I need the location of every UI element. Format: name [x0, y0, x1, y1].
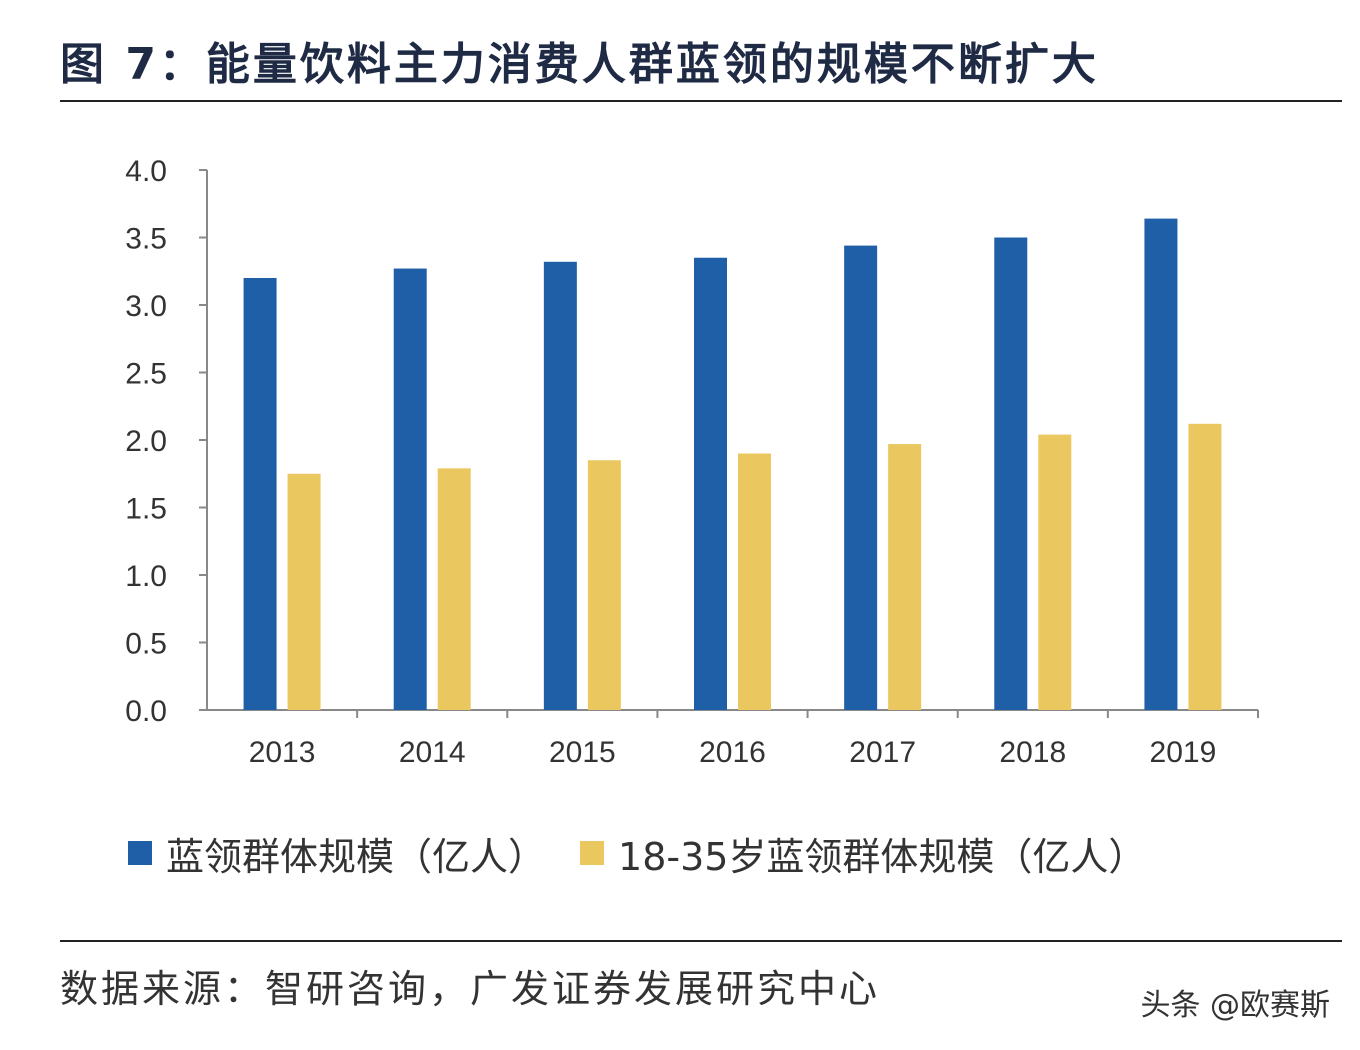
x-tick-label: 2015: [549, 736, 616, 769]
y-tick-label: 2.0: [125, 425, 167, 458]
bar-young-blue-collar-2014: [437, 468, 471, 710]
bar-chart: 0.0 0.5 1.0 1.5 2.0 2.5 3.0 3.5 4.0 2013 2014 2015 2…: [125, 155, 1259, 769]
source-divider: [60, 940, 1342, 942]
x-tick-label: 2019: [1150, 736, 1217, 769]
bar-young-blue-collar-2016: [738, 453, 771, 710]
y-tick-label: 3.0: [125, 290, 167, 323]
legend-item-blue-collar: 蓝领群体规模（亿人）: [128, 826, 546, 881]
bar-blue-collar-2018: [994, 237, 1028, 710]
bar-young-blue-collar-2017: [888, 444, 922, 710]
bar-young-blue-collar-2018: [1038, 434, 1072, 710]
x-tick-label: 2014: [399, 736, 466, 769]
title-divider: [60, 100, 1342, 102]
bar-blue-collar-2014: [393, 268, 427, 710]
data-source: 数据来源：智研咨询，广发证券发展研究中心: [60, 967, 881, 1011]
y-tick-label: 1.5: [125, 493, 167, 526]
legend-label-young-blue-collar: 18-35岁蓝领群体规模（亿人）: [618, 834, 1147, 879]
x-tick-label: 2016: [699, 736, 766, 769]
legend: 蓝领群体规模（亿人） 18-35岁蓝领群体规模（亿人）: [128, 826, 1180, 880]
legend-label-blue-collar: 蓝领群体规模（亿人）: [166, 834, 547, 879]
y-tick-label: 0.0: [125, 695, 167, 728]
y-tick-label: 3.5: [125, 223, 167, 256]
bar-young-blue-collar-2013: [287, 473, 321, 710]
legend-swatch-blue-collar: [128, 841, 152, 865]
bar-blue-collar-2015: [543, 261, 577, 710]
watermark: 头条 @欧赛斯: [1140, 988, 1330, 1023]
y-tick-label: 1.0: [125, 560, 167, 593]
bar-blue-collar-2019: [1144, 218, 1178, 710]
y-tick-label: 0.5: [125, 628, 167, 661]
legend-swatch-young-blue-collar: [580, 841, 605, 865]
y-tick-label: 4.0: [125, 155, 167, 188]
bar-young-blue-collar-2015: [587, 460, 621, 710]
bar-blue-collar-2016: [694, 257, 727, 710]
bar-blue-collar-2013: [243, 278, 277, 710]
chart-title: 图 7：能量饮料主力消费人群蓝领的规模不断扩大: [60, 39, 1099, 90]
x-tick-label: 2018: [999, 736, 1066, 769]
x-tick-label: 2013: [249, 736, 316, 769]
x-tick-label: 2017: [849, 736, 916, 769]
bar-blue-collar-2017: [844, 245, 878, 710]
bar-young-blue-collar-2019: [1188, 423, 1222, 710]
y-tick-label: 2.5: [125, 358, 167, 391]
legend-item-young-blue-collar: 18-35岁蓝领群体规模（亿人）: [580, 826, 1146, 881]
